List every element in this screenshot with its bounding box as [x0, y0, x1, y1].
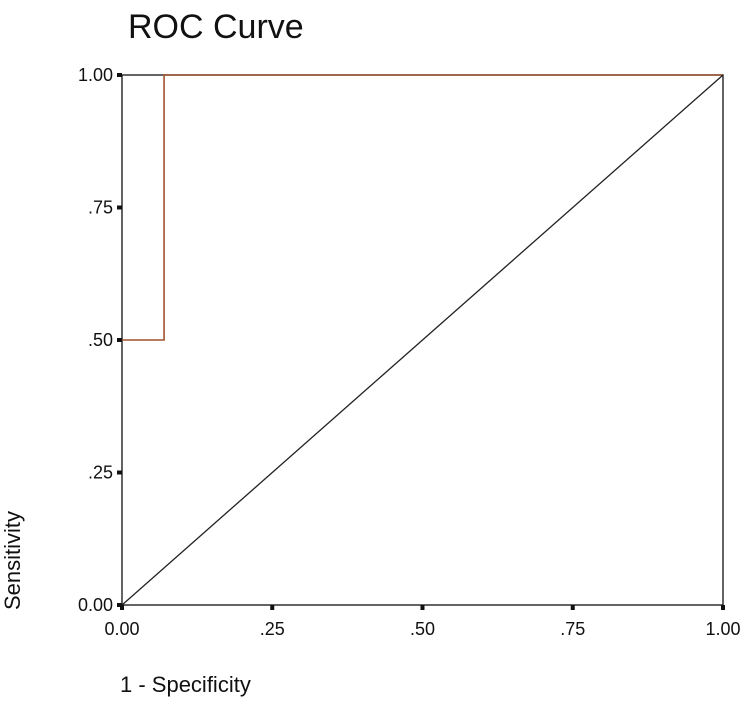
x-axis-label: 1 - Specificity	[120, 672, 251, 697]
chart-title: ROC Curve	[128, 8, 304, 46]
x-tick-label: .75	[560, 619, 585, 639]
roc-curve-line	[122, 74, 723, 341]
y-tick-label: 1.00	[78, 65, 113, 85]
x-tick-label: .50	[410, 619, 435, 639]
reference-diagonal-line	[121, 74, 724, 606]
y-axis-label: Sensitivity	[0, 510, 25, 610]
y-tick-label: .25	[88, 463, 113, 483]
y-axis-ticks: 0.00 .25 .50 .75 1.00	[78, 65, 122, 615]
y-tick-label: 0.00	[78, 595, 113, 615]
y-tick-label: .75	[88, 198, 113, 218]
x-tick-label: 0.00	[104, 619, 139, 639]
series-layer	[121, 74, 724, 606]
y-tick-label: .50	[88, 330, 113, 350]
x-tick-label: .25	[260, 619, 285, 639]
x-tick-label: 1.00	[705, 619, 740, 639]
x-axis-ticks: 0.00 .25 .50 .75 1.00	[104, 605, 741, 639]
